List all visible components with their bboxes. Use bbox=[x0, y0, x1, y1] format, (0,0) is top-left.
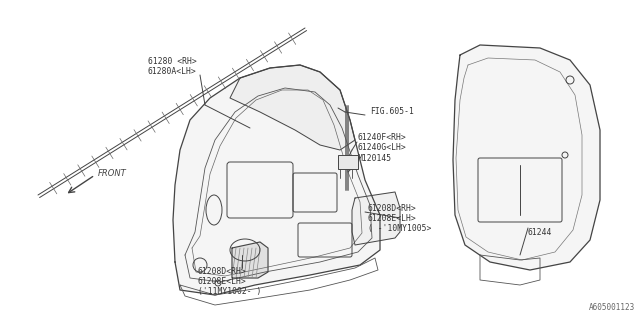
Polygon shape bbox=[352, 192, 400, 245]
Text: 61240G<LH>: 61240G<LH> bbox=[358, 143, 407, 152]
Text: 61208D<RH>: 61208D<RH> bbox=[198, 267, 247, 276]
Polygon shape bbox=[232, 242, 268, 278]
Text: 61280A<LH>: 61280A<LH> bbox=[148, 67, 196, 76]
Polygon shape bbox=[453, 45, 600, 270]
Text: 61208E<LH>: 61208E<LH> bbox=[198, 277, 247, 286]
Text: 61208D<RH>: 61208D<RH> bbox=[368, 204, 417, 213]
Text: 61280 <RH>: 61280 <RH> bbox=[148, 57, 196, 66]
Polygon shape bbox=[173, 65, 380, 295]
Polygon shape bbox=[230, 65, 355, 150]
Text: ('11MY1002- ): ('11MY1002- ) bbox=[198, 287, 261, 296]
Text: FIG.605-1: FIG.605-1 bbox=[370, 107, 414, 116]
Text: A605001123: A605001123 bbox=[589, 303, 635, 312]
Text: 61244: 61244 bbox=[528, 228, 552, 237]
Text: 61240F<RH>: 61240F<RH> bbox=[358, 133, 407, 142]
Bar bbox=[338, 155, 358, 169]
Text: FRONT: FRONT bbox=[98, 169, 127, 178]
Text: 61208E<LH>: 61208E<LH> bbox=[368, 214, 417, 223]
Text: ( -'10MY1005>: ( -'10MY1005> bbox=[368, 224, 431, 233]
Text: M120145: M120145 bbox=[358, 154, 392, 163]
